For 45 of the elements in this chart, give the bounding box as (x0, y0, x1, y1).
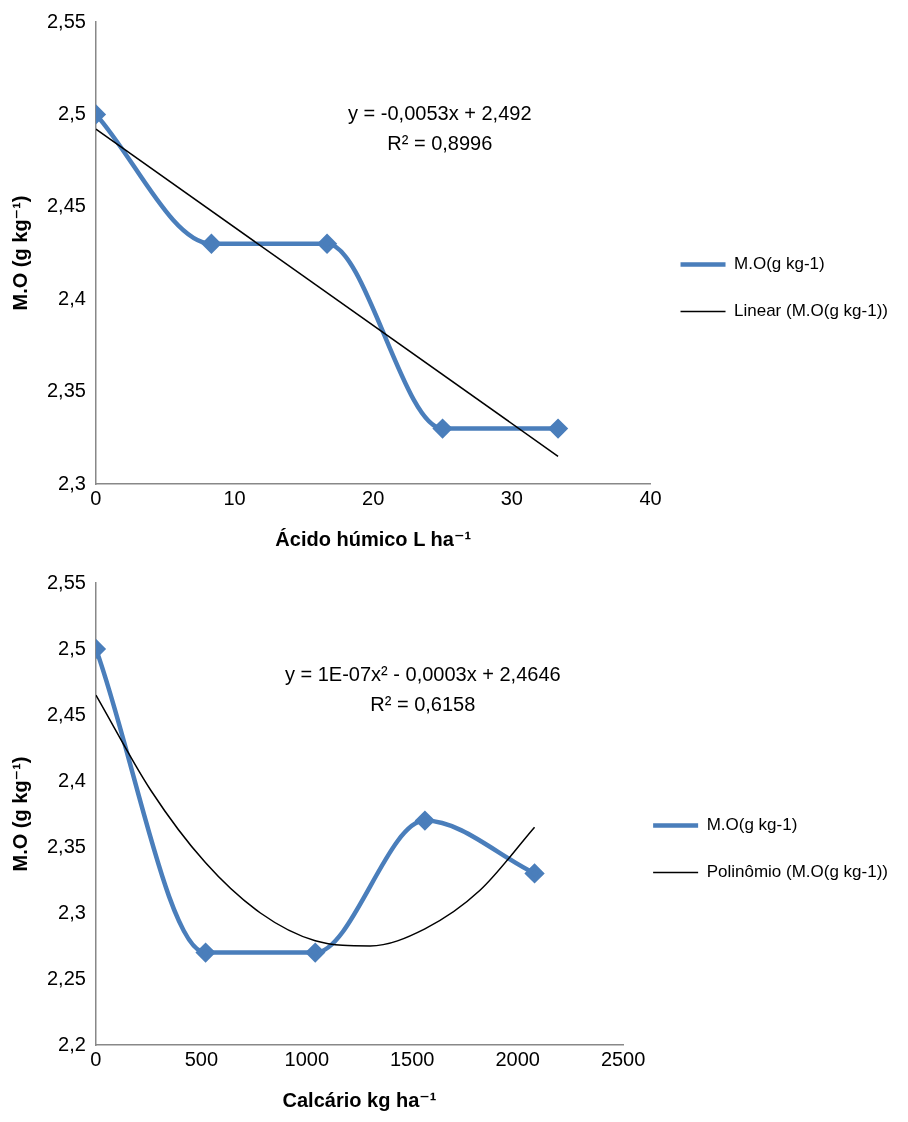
y-tick-label: 2,55 (46, 570, 86, 593)
point (196, 943, 215, 962)
x-axis-title: Calcário kg ha⁻¹ (282, 1088, 437, 1111)
y-tick-label: 2,25 (46, 966, 86, 989)
y-tick-label: 2,45 (46, 194, 86, 217)
y-tick-label: 2,55 (46, 9, 86, 32)
legend-label: M.O(g kg-1) (734, 254, 825, 274)
point (433, 419, 452, 438)
y-tick-label: 2,3 (58, 471, 86, 494)
x-tick-label: 0 (90, 486, 102, 509)
x-tick-label: 40 (639, 486, 662, 509)
y-tick-label: 2,2 (58, 1032, 86, 1055)
y-axis-title: M.O (g kg⁻¹) (8, 756, 31, 872)
x-tick-label: 0 (90, 1047, 102, 1070)
x-tick-label: 1500 (390, 1047, 435, 1070)
y-tick-label: 2,35 (46, 379, 86, 402)
y-tick-label: 2,4 (58, 768, 86, 791)
point (317, 234, 337, 254)
annotation: y = -0,0053x + 2,492 (348, 101, 532, 124)
x-tick-label: 20 (362, 486, 385, 509)
y-tick-label: 2,3 (58, 900, 86, 923)
y-tick-label: 2,45 (46, 702, 86, 725)
annotation: y = 1E-07x² - 0,0003x + 2,4646 (284, 662, 561, 685)
legend-label: Polinômio (M.O(g kg-1)) (706, 862, 888, 882)
y-axis-title: M.O (g kg⁻¹) (8, 195, 31, 311)
annotation: R² = 0,8996 (387, 131, 493, 154)
point (548, 419, 568, 438)
x-tick-label: 500 (184, 1047, 219, 1070)
x-tick-label: 2500 (600, 1047, 646, 1070)
legend-label: M.O(g kg-1) (706, 815, 798, 835)
annotation: R² = 0,6158 (370, 692, 476, 715)
y-tick-label: 2,5 (58, 101, 86, 124)
point (415, 811, 435, 830)
x-tick-label: 10 (223, 486, 246, 509)
y-tick-label: 2,4 (58, 286, 86, 309)
point (305, 943, 325, 962)
x-tick-label: 2000 (495, 1047, 540, 1070)
point (525, 864, 544, 883)
point (202, 234, 221, 254)
y-tick-label: 2,5 (58, 636, 86, 659)
legend-label: Linear (M.O(g kg-1)) (734, 301, 888, 321)
x-axis-title: Ácido húmico L ha⁻¹ (275, 527, 472, 550)
x-tick-label: 1000 (284, 1047, 330, 1070)
x-tick-label: 30 (500, 486, 523, 509)
y-tick-label: 2,35 (46, 834, 86, 857)
